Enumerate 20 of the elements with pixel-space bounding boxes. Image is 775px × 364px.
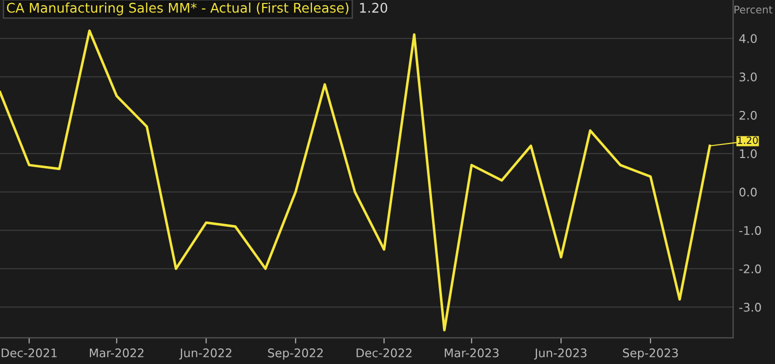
x-tick-label: Sep-2023 bbox=[623, 348, 678, 360]
y-tick-label: 3.0 bbox=[740, 72, 757, 82]
y-tick-label: 2.0 bbox=[740, 110, 757, 120]
x-tick-label: Jun-2023 bbox=[534, 348, 586, 360]
x-tick-label: Dec-2021 bbox=[2, 348, 57, 358]
chart-title: CA Manufacturing Sales MM* - Actual (First Release) bbox=[6, 2, 348, 16]
y-tick-label: 0.0 bbox=[739, 188, 757, 197]
x-tick-label: Mar-2023 bbox=[444, 348, 499, 358]
annotation: 1.20 bbox=[360, 2, 388, 13]
x-tick-label: Sep-2022 bbox=[268, 348, 323, 360]
annotation: 1.20 bbox=[738, 136, 758, 144]
y-tick-label: -2.0 bbox=[739, 264, 761, 274]
y-tick-label: -1.0 bbox=[739, 226, 761, 235]
x-tick-label: Jun-2022 bbox=[179, 348, 232, 360]
y-tick-label: 4.0 bbox=[739, 34, 757, 44]
x-tick-label: Dec-2022 bbox=[356, 348, 412, 358]
y-tick-label: -3.0 bbox=[739, 302, 761, 312]
x-tick-label: Mar-2022 bbox=[90, 348, 144, 358]
y-tick-label: 1.0 bbox=[740, 149, 757, 158]
y-axis-title: Percent bbox=[734, 6, 772, 14]
